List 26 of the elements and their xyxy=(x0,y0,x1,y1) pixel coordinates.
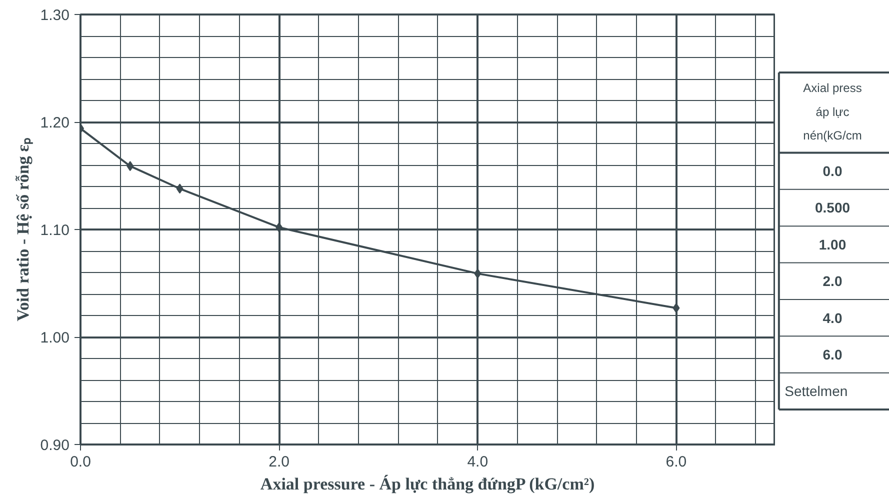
text: Settelmen xyxy=(784,383,848,400)
text: áp lực xyxy=(816,104,850,119)
point xyxy=(176,184,184,194)
x-tick-label: 2.0 xyxy=(268,454,290,470)
text: Axial press xyxy=(803,80,862,95)
x-tick-label: 0.0 xyxy=(70,454,91,470)
text: 1.00 xyxy=(818,236,846,252)
y-tick-label: 1.20 xyxy=(40,114,70,132)
text: 2.0 xyxy=(822,273,842,290)
text: 0.500 xyxy=(814,200,850,216)
y-tick-label: 1.30 xyxy=(40,7,70,24)
y-axis-title: Void ratio - Hệ số rỗng εₚ xyxy=(13,138,34,322)
x-axis-title: Axial pressure - Áp lực thẳng đứngP (kG/cm²) xyxy=(260,474,595,494)
y-tick-label: 0.90 xyxy=(40,437,70,454)
text: 0.0 xyxy=(822,163,842,180)
text: nén(kG/cm xyxy=(803,128,862,143)
point xyxy=(126,161,134,172)
text: 4.0 xyxy=(822,310,842,326)
x-tick-label: 4.0 xyxy=(467,454,488,470)
text: 6.0 xyxy=(822,346,842,362)
point xyxy=(276,222,283,232)
point xyxy=(672,302,680,313)
point xyxy=(474,268,482,279)
y-tick-label: 1.00 xyxy=(40,330,70,346)
x-tick-label: 6.0 xyxy=(666,454,687,470)
y-tick-label: 1.10 xyxy=(40,222,70,239)
